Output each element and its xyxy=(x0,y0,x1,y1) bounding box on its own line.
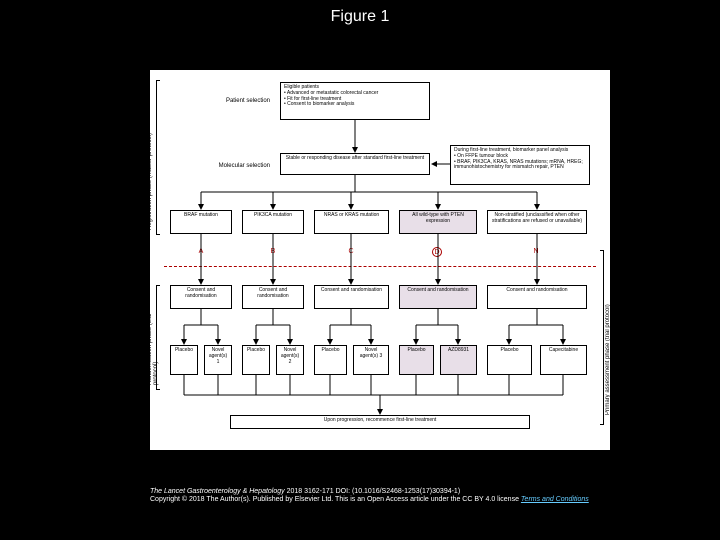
box-progression: Upon progression, recommence first-line … xyxy=(230,415,530,429)
box-strat-nras: NRAS or KRAS mutation xyxy=(314,210,389,234)
box-arm3a: Placebo xyxy=(314,345,347,375)
box-biomarker: During first-line treatment, biomarker p… xyxy=(450,145,590,185)
caption: The Lancet Gastroenterology & Hepatology… xyxy=(150,488,610,505)
letter-c: C xyxy=(345,248,357,255)
box-consent-2: Consent and randomisation xyxy=(242,285,304,309)
label-molecular-selection: Molecular selection xyxy=(200,163,270,169)
box-arm1a: Placebo xyxy=(170,345,198,375)
flowchart-diagram: Patient selection Molecular selection Re… xyxy=(150,70,610,450)
letter-a: A xyxy=(195,248,207,255)
arrows-svg xyxy=(150,70,610,450)
figure-title: Figure 1 xyxy=(0,0,720,30)
box-consent-4: Consent and randomisation xyxy=(399,285,477,309)
box-consent-3: Consent and randomisation xyxy=(314,285,389,309)
box-arm1b: Novel agent(s) 1 xyxy=(204,345,232,375)
letter-d: D xyxy=(432,247,442,257)
box-arm4b: AZD8931 xyxy=(440,345,477,375)
label-primary-phase: Primary assessment phase (trial protocol… xyxy=(605,265,611,415)
box-consent-5: Consent and randomisation xyxy=(487,285,587,309)
box-strat-nonstratified: Non-stratified (unclassified when other … xyxy=(487,210,587,234)
box-arm2a: Placebo xyxy=(242,345,270,375)
caption-cite: 2018 3162-171 DOI: (10.1016/S2468-1253(1… xyxy=(285,488,461,495)
caption-copyright: Copyright © 2018 The Author(s). Publishe… xyxy=(150,496,521,503)
bracket-registration xyxy=(156,80,160,235)
bracket-primary xyxy=(600,250,604,425)
box-arm2b: Novel agent(s) 2 xyxy=(276,345,304,375)
label-randomisation-phase: Randomisation phase (trial protocol) xyxy=(147,290,159,385)
box-arm3b: Novel agent(s) 3 xyxy=(353,345,389,375)
letter-n: N xyxy=(530,248,542,255)
box-eligible: Eligible patients• Advanced or metastati… xyxy=(280,82,430,120)
box-strat-braf: BRAF mutation xyxy=(170,210,232,234)
caption-journal: The Lancet Gastroenterology & Hepatology xyxy=(150,488,285,495)
box-strat-pik3ca: PIK3CA mutation xyxy=(242,210,304,234)
box-arm5b: Capecitabine xyxy=(540,345,587,375)
label-patient-selection: Patient selection xyxy=(200,98,270,104)
box-strat-wildtype: All wild-type with PTEN expression xyxy=(399,210,477,234)
box-stable: Stable or responding disease after stand… xyxy=(280,153,430,175)
letter-b: B xyxy=(267,248,279,255)
box-consent-1: Consent and randomisation xyxy=(170,285,232,309)
terms-link[interactable]: Terms and Conditions xyxy=(521,496,589,503)
dashed-separator xyxy=(164,266,596,267)
box-arm4a: Placebo xyxy=(399,345,434,375)
label-registration-phase: Registration phase (master protocol) xyxy=(147,100,153,230)
box-arm5a: Placebo xyxy=(487,345,532,375)
